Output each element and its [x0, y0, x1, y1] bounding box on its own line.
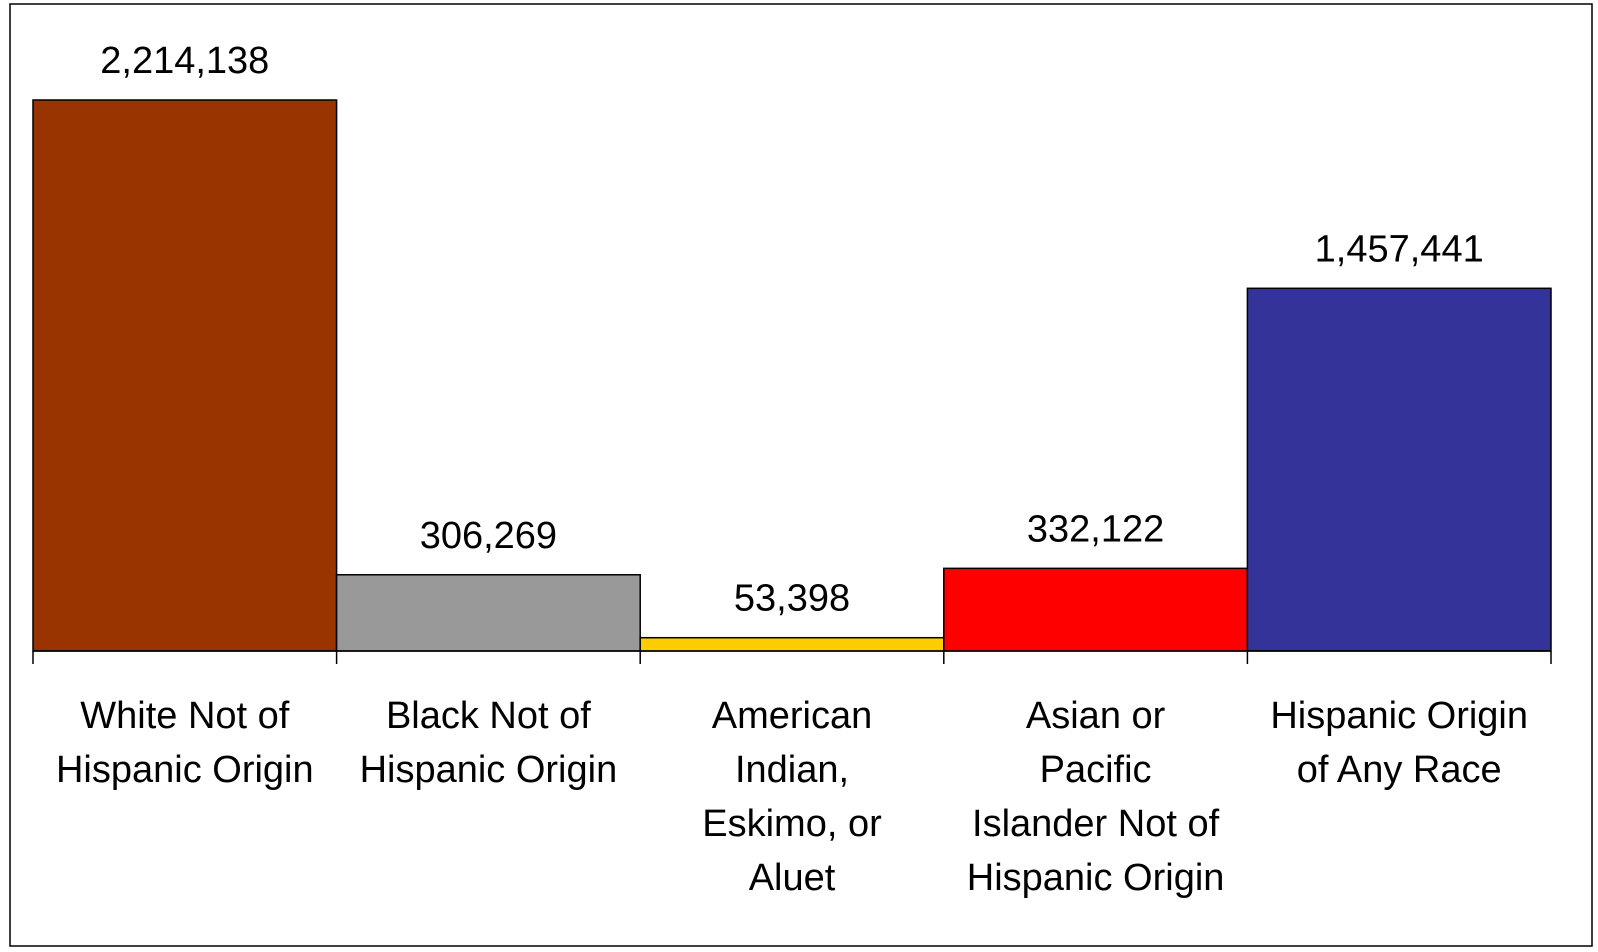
category-label-2: Black Not of Hispanic Origin — [360, 695, 618, 791]
bar-4 — [943, 567, 1249, 652]
category-label-line: Hispanic Origin — [360, 749, 618, 791]
bar-2 — [335, 574, 641, 652]
data-label-3: 53,398 — [734, 578, 850, 620]
category-label-4: Asian or Pacific Islander Not of Hispanic O… — [967, 695, 1225, 899]
category-label-line: Black Not of — [386, 695, 591, 737]
bar-5 — [1246, 287, 1552, 652]
category-label-line: American — [712, 695, 873, 737]
category-label-1: White Not of Hispanic Origin — [56, 695, 314, 791]
category-label-line: Aluet — [749, 857, 836, 899]
category-label-line: Hispanic Origin — [56, 749, 314, 791]
category-label-line: White Not of — [80, 695, 290, 737]
category-label-line: Hispanic Origin — [967, 857, 1225, 899]
category-label-line: of Any Race — [1297, 749, 1502, 791]
category-label-line: Eskimo, or — [702, 803, 882, 845]
bar-1 — [32, 99, 338, 652]
category-label-line: Indian, — [735, 749, 849, 791]
data-label-2: 306,269 — [420, 515, 557, 557]
category-label-5: Hispanic Origin of Any Race — [1270, 695, 1528, 791]
category-label-line: Pacific — [1040, 749, 1152, 791]
data-label-1: 2,214,138 — [100, 40, 269, 82]
data-label-5: 1,457,441 — [1315, 228, 1484, 270]
category-label-line: Islander Not of — [972, 803, 1220, 845]
category-label-line: Asian or — [1026, 695, 1166, 737]
category-label-line: Hispanic Origin — [1270, 695, 1528, 737]
data-label-4: 332,122 — [1027, 508, 1164, 550]
category-label-3: American Indian, Eskimo, or Aluet — [702, 695, 882, 899]
bar-3 — [639, 636, 945, 652]
